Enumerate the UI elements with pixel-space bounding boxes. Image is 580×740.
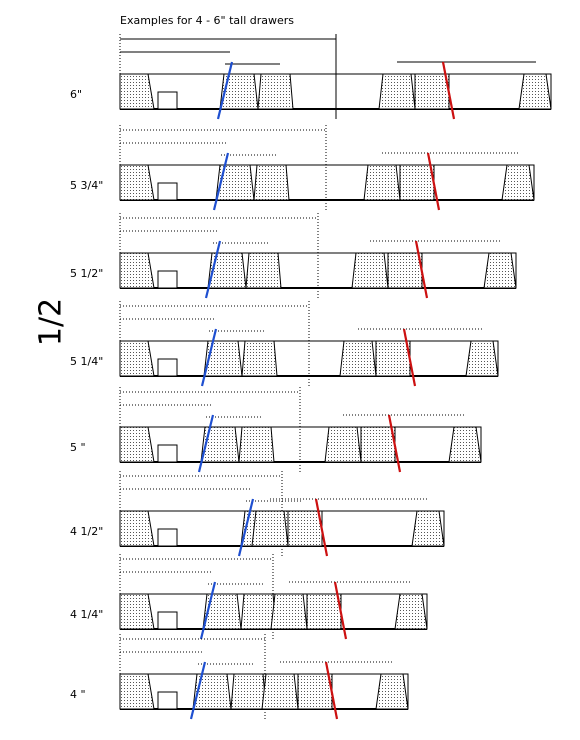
red-line	[324, 661, 339, 720]
red-line	[402, 328, 417, 387]
side-label: 1/2	[34, 298, 69, 346]
drawer-block	[245, 252, 282, 289]
row-label: 6"	[70, 88, 82, 101]
drawer-block	[119, 510, 155, 547]
drawer-block	[324, 426, 362, 463]
row-label: 4 "	[70, 688, 86, 701]
drawer-block	[261, 673, 299, 710]
small-square	[157, 182, 178, 201]
drawer-block	[241, 340, 278, 377]
small-square	[157, 91, 178, 110]
drawer-block	[387, 252, 423, 289]
red-line	[426, 152, 441, 211]
drawer-block	[119, 73, 155, 110]
small-square	[157, 528, 178, 547]
blue-line	[189, 661, 207, 720]
red-line	[333, 581, 348, 640]
small-square	[157, 691, 178, 710]
red-line	[441, 61, 456, 120]
blue-line	[212, 152, 230, 211]
blue-line	[216, 61, 234, 120]
drawer-block	[351, 252, 389, 289]
drawer-block	[238, 426, 275, 463]
drawer-block	[119, 340, 155, 377]
blue-line	[237, 498, 255, 557]
blue-line	[199, 581, 217, 640]
row-label: 5 1/2"	[70, 267, 103, 280]
blue-line	[197, 414, 215, 473]
blue-line	[204, 240, 222, 299]
drawer-block	[465, 340, 499, 377]
drawer-block	[287, 510, 323, 547]
small-square	[157, 270, 178, 289]
drawer-block	[360, 426, 396, 463]
drawer-block	[119, 252, 155, 289]
drawer-block	[240, 593, 277, 630]
drawer-block	[257, 73, 294, 110]
small-square	[157, 358, 178, 377]
small-square	[157, 611, 178, 630]
drawer-block	[230, 673, 267, 710]
row-label: 4 1/2"	[70, 525, 103, 538]
drawer-block	[414, 73, 450, 110]
drawer-block	[119, 426, 155, 463]
drawer-block	[119, 593, 155, 630]
small-square	[157, 444, 178, 463]
drawer-block	[339, 340, 377, 377]
row-label: 5 "	[70, 441, 86, 454]
drawer-block	[411, 510, 445, 547]
drawer-block	[119, 164, 155, 201]
row-label: 5 1/4"	[70, 355, 103, 368]
drawer-block	[399, 164, 435, 201]
drawer-block	[501, 164, 535, 201]
drawer-block	[378, 73, 416, 110]
red-line	[414, 240, 429, 299]
drawer-block	[306, 593, 342, 630]
drawer-block	[253, 164, 290, 201]
drawer-block	[518, 73, 552, 110]
drawer-block	[483, 252, 517, 289]
row-label: 4 1/4"	[70, 608, 103, 621]
row-label: 5 3/4"	[70, 179, 103, 192]
drawer-block	[375, 673, 409, 710]
drawer-block	[297, 673, 333, 710]
red-line	[314, 498, 329, 557]
title: Examples for 4 - 6" tall drawers	[120, 14, 294, 27]
drawer-block	[375, 340, 411, 377]
drawer-block	[119, 673, 155, 710]
drawer-block	[251, 510, 289, 547]
drawer-block	[448, 426, 482, 463]
drawer-block	[270, 593, 308, 630]
drawer-strip	[119, 164, 535, 201]
blue-line	[200, 328, 218, 387]
red-line	[387, 414, 402, 473]
drawer-block	[394, 593, 428, 630]
drawer-block	[363, 164, 401, 201]
